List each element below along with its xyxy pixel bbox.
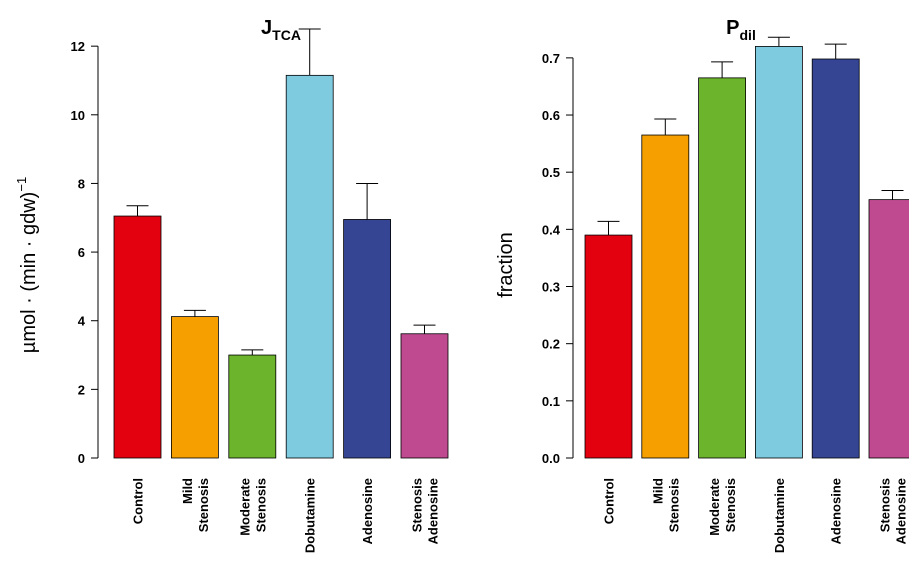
category-label-line: Adenosine xyxy=(426,478,441,544)
category-label: StenosisAdenosine xyxy=(410,478,441,544)
category-label-line: Stenosis xyxy=(410,478,425,532)
chart-title: JTCA xyxy=(261,17,301,43)
chart-pdil: Pdil fraction 0.0 0.1 0.2 0.3 0.4 0.5 0.6 0.7 C… xyxy=(495,17,909,553)
bar xyxy=(641,134,690,459)
category-label-line: Stenosis xyxy=(196,478,211,532)
y-tick-label: 0.0 xyxy=(542,451,560,466)
category-label-line: Stenosis xyxy=(253,478,268,532)
y-tick-label: 0.7 xyxy=(542,51,560,66)
category-label: MildStenosis xyxy=(650,478,681,532)
category-label: Dobutamine xyxy=(303,478,318,553)
category-label-line: Mild xyxy=(650,478,665,504)
bar xyxy=(400,333,449,459)
y-axis-label: fraction xyxy=(495,232,517,298)
y-axis: 0.0 0.1 0.2 0.3 0.4 0.5 0.6 0.7 xyxy=(542,51,574,466)
y-tick-label: 10 xyxy=(71,108,85,123)
category-label: Control xyxy=(602,478,617,524)
category-label-line: Moderate xyxy=(237,478,252,536)
category-label-line: Stenosis xyxy=(666,478,681,532)
category-label-line: Adenosine xyxy=(829,478,844,544)
y-axis-label: µmol · (min · gdw)−1 xyxy=(14,177,40,353)
y-axis: 0 2 4 6 8 10 12 xyxy=(71,39,99,466)
bar xyxy=(228,354,277,459)
category-label: Adenosine xyxy=(360,478,375,544)
bar xyxy=(285,74,334,459)
bars xyxy=(584,36,909,459)
bar xyxy=(170,316,219,459)
category-label-line: Adenosine xyxy=(360,478,375,544)
category-label: MildStenosis xyxy=(180,478,211,532)
category-label: Adenosine xyxy=(829,478,844,544)
chart-jtca: JTCA µmol · (min · gdw)−1 0 2 4 6 8 10 12 Cont… xyxy=(14,17,449,553)
y-tick-label: 12 xyxy=(71,39,85,54)
category-label: StenosisAdenosine xyxy=(878,478,909,544)
bar xyxy=(755,46,803,459)
chart-title: Pdil xyxy=(726,17,756,43)
bar xyxy=(868,199,909,459)
category-label-line: Adenosine xyxy=(894,478,909,544)
x-axis-labels: Control MildStenosis ModerateStenosis Dobut… xyxy=(602,478,909,553)
bar xyxy=(584,234,633,459)
category-label-line: Stenosis xyxy=(723,478,738,532)
bar xyxy=(113,215,162,459)
category-label: Control xyxy=(131,478,146,524)
y-tick-label: 0.6 xyxy=(542,108,560,123)
category-label-line: Dobutamine xyxy=(303,478,318,553)
y-tick-label: 0.4 xyxy=(542,222,561,237)
y-tick-label: 4 xyxy=(78,314,86,329)
category-label: Dobutamine xyxy=(772,478,787,553)
y-tick-label: 0 xyxy=(78,451,85,466)
category-label-line: Control xyxy=(131,478,146,524)
bar xyxy=(811,58,860,459)
category-label-line: Stenosis xyxy=(878,478,893,532)
y-tick-label: 6 xyxy=(78,245,85,260)
y-tick-label: 0.5 xyxy=(542,165,560,180)
y-tick-label: 0.1 xyxy=(542,394,560,409)
category-label-line: Control xyxy=(602,478,617,524)
bar xyxy=(698,77,746,459)
y-tick-label: 0.3 xyxy=(542,280,560,295)
bars xyxy=(113,28,449,459)
y-tick-label: 2 xyxy=(78,382,85,397)
category-label-line: Dobutamine xyxy=(772,478,787,553)
category-label-line: Mild xyxy=(180,478,195,504)
category-label: ModerateStenosis xyxy=(707,478,738,536)
y-tick-label: 0.2 xyxy=(542,337,560,352)
bar xyxy=(343,219,392,459)
category-label: ModerateStenosis xyxy=(237,478,268,536)
category-label-line: Moderate xyxy=(707,478,722,536)
x-axis-labels: Control MildStenosis ModerateStenosis Dobut… xyxy=(131,478,441,553)
y-tick-label: 8 xyxy=(78,176,85,191)
